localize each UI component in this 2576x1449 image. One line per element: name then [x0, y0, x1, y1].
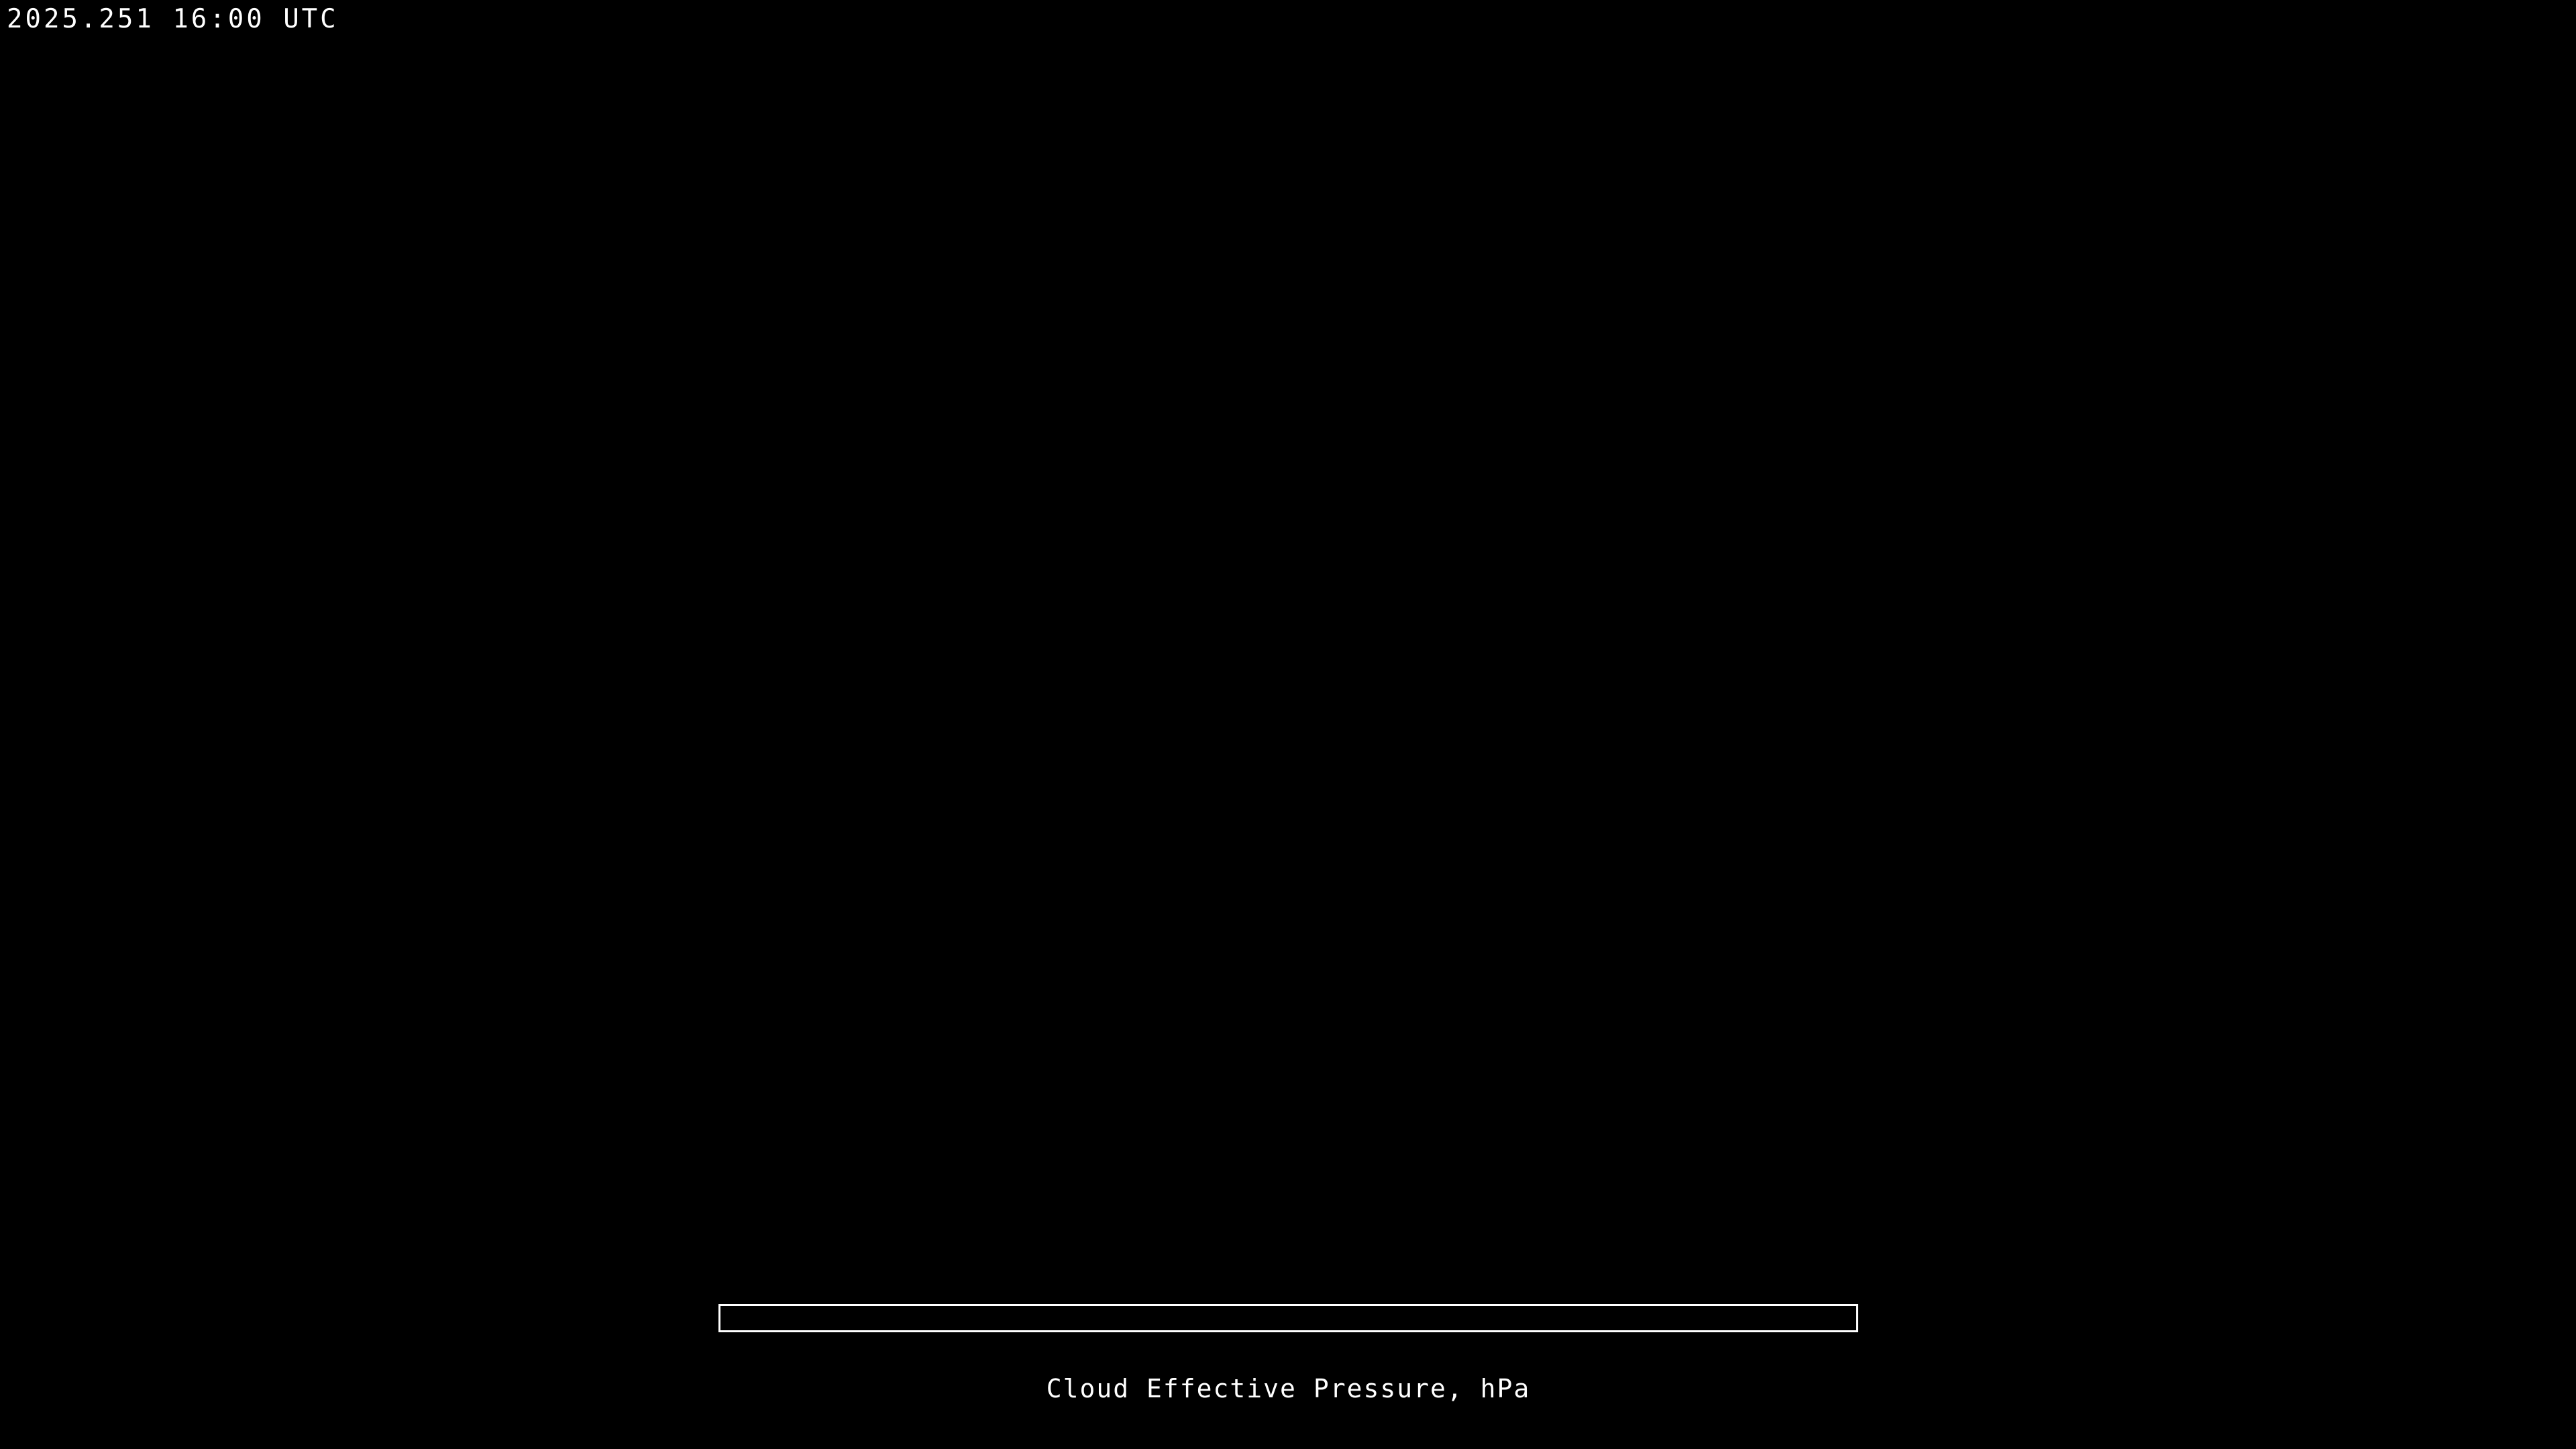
- colorbar-title: Cloud Effective Pressure, hPa: [1046, 1374, 1531, 1403]
- colorbar-gradient: [718, 1304, 1858, 1332]
- colorbar: Cloud Effective Pressure, hPa: [718, 1304, 1858, 1403]
- timestamp: 2025.251 16:00 UTC: [0, 0, 348, 40]
